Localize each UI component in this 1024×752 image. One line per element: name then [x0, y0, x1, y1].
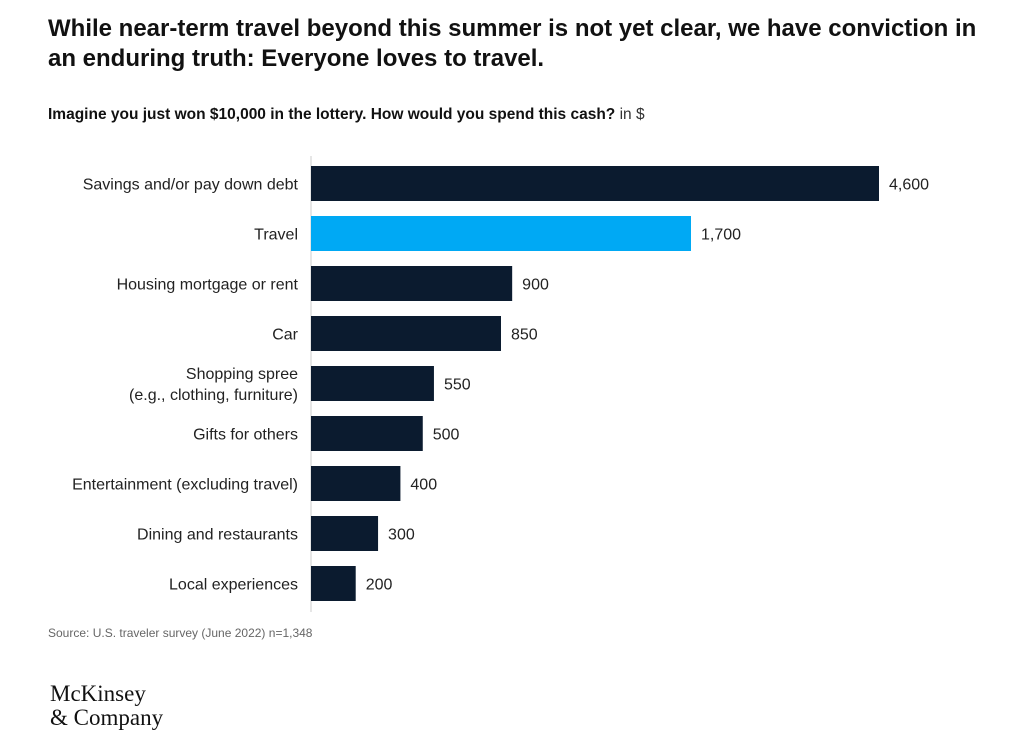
value-label-8: 200: [366, 577, 393, 594]
category-label-7: Dining and restaurants: [137, 527, 298, 544]
bar-chart: 4,600 Savings and/or pay down debt 1,700 Tr…: [72, 156, 929, 612]
bar-2: [311, 266, 513, 301]
value-label-6: 400: [410, 477, 437, 494]
bar-5: [311, 416, 423, 451]
category-label-4: Shopping spree (e.g., clothing, furniture…: [129, 366, 298, 404]
category-label-0: Savings and/or pay down debt: [83, 177, 299, 194]
value-label-7: 300: [388, 527, 415, 544]
company-logo: McKinsey & Company: [50, 682, 163, 730]
value-label-5: 500: [433, 427, 460, 444]
bar-0: [311, 166, 879, 201]
bar-4: [311, 366, 434, 401]
chart-subtitle: Imagine you just won $10,000 in the lott…: [48, 104, 948, 126]
value-label-0: 4,600: [889, 177, 929, 194]
category-label-5: Gifts for others: [193, 427, 298, 444]
category-label-1: Travel: [254, 227, 298, 244]
category-label-2: Housing mortgage or rent: [117, 277, 299, 294]
bar-6: [311, 466, 401, 501]
category-label-8: Local experiences: [169, 577, 298, 594]
bar-3: [311, 316, 501, 351]
value-label-1: 1,700: [701, 227, 741, 244]
bar-1: [311, 216, 691, 251]
chart-title: While near-term travel beyond this summe…: [48, 15, 977, 72]
value-label-3: 850: [511, 327, 538, 344]
unit-label: in $: [619, 106, 645, 123]
value-label-4: 550: [444, 377, 471, 394]
source-note: Source: U.S. traveler survey (June 2022)…: [48, 626, 313, 640]
bar-7: [311, 516, 379, 551]
bar-8: [311, 566, 356, 601]
category-label-6: Entertainment (excluding travel): [72, 477, 298, 494]
category-label-3: Car: [272, 327, 298, 344]
logo-line-1: McKinsey: [50, 681, 146, 706]
survey-question: Imagine you just won $10,000 in the lott…: [48, 106, 616, 123]
logo-line-2: & Company: [50, 705, 164, 730]
value-label-2: 900: [522, 277, 549, 294]
